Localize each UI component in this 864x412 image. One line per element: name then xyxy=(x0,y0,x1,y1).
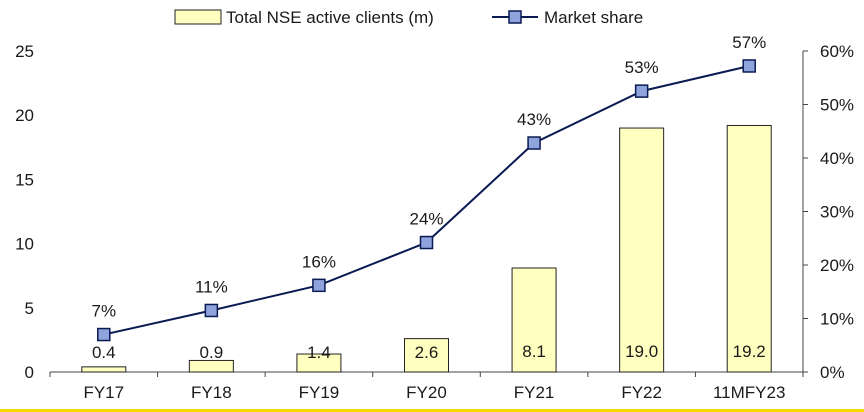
category-label: FY17 xyxy=(83,383,124,402)
bar-value-label: 8.1 xyxy=(522,342,546,361)
legend-bar-label: Total NSE active clients (m) xyxy=(226,8,434,27)
right-tick-label: 0% xyxy=(820,363,845,382)
legend-bar-swatch xyxy=(174,9,222,25)
line-marker xyxy=(312,278,326,293)
bar xyxy=(188,359,234,373)
category-label: 11MFY23 xyxy=(713,383,785,402)
category-label: FY21 xyxy=(514,383,555,402)
line-marker xyxy=(97,327,111,342)
bar-value-label: 0.9 xyxy=(200,343,224,362)
bar xyxy=(726,124,772,373)
right-tick-label: 40% xyxy=(820,149,854,168)
right-tick-label: 30% xyxy=(820,203,854,222)
line-value-label: 24% xyxy=(409,210,443,229)
right-tick-label: 10% xyxy=(820,310,854,329)
line-value-label: 11% xyxy=(195,277,228,296)
left-tick-label: 5 xyxy=(25,299,34,318)
right-tick-label: 50% xyxy=(820,96,854,115)
line-value-label: 57% xyxy=(732,33,766,52)
line-marker xyxy=(742,59,756,73)
bar-value-label: 19.2 xyxy=(733,342,766,361)
line-marker xyxy=(527,136,541,150)
category-label: FY22 xyxy=(621,383,662,402)
line-value-label: 43% xyxy=(517,110,551,129)
bar xyxy=(511,267,557,373)
bar-value-label: 19.0 xyxy=(625,342,658,361)
category-label: FY20 xyxy=(406,383,447,402)
line-value-label: 7% xyxy=(91,302,116,321)
legend-line-label: Market share xyxy=(544,8,643,27)
line-value-label: 53% xyxy=(625,58,659,77)
bottom-accent-band xyxy=(0,409,864,412)
right-tick-label: 60% xyxy=(820,42,854,61)
bar-value-label: 0.4 xyxy=(92,343,116,362)
left-tick-label: 0 xyxy=(25,363,34,382)
line-value-label: 16% xyxy=(302,252,336,271)
line-marker xyxy=(634,84,649,98)
left-tick-label: 20 xyxy=(15,106,34,125)
bar-value-label: 2.6 xyxy=(415,343,439,362)
right-tick-label: 20% xyxy=(820,256,854,275)
category-label: FY18 xyxy=(191,383,232,402)
left-tick-label: 10 xyxy=(15,235,34,254)
bar xyxy=(619,127,665,373)
legend-marker-swatch xyxy=(508,10,522,24)
left-tick-label: 15 xyxy=(15,170,34,189)
left-tick-label: 25 xyxy=(15,42,34,61)
bar xyxy=(296,353,342,373)
line-marker xyxy=(419,235,434,250)
bar xyxy=(81,366,127,373)
line-marker xyxy=(204,303,219,318)
category-label: FY19 xyxy=(299,383,340,402)
bar xyxy=(404,338,449,373)
bar-value-label: 1.4 xyxy=(307,343,331,362)
